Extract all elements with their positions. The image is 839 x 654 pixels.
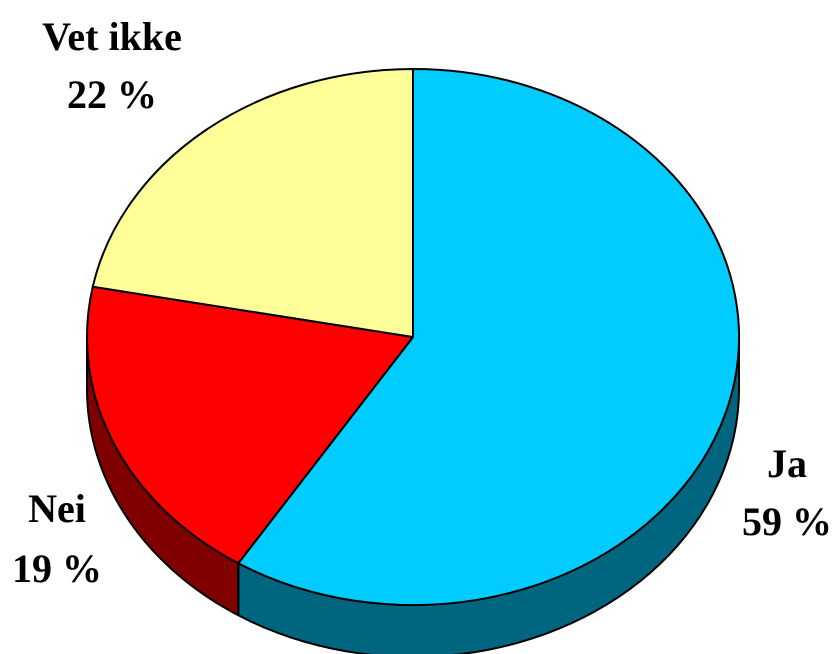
slice-ja <box>237 68 740 606</box>
labels: Ja 59 % Nei 19 % Vet ikke 22 % <box>12 14 832 591</box>
label-vet-ikke-name: Vet ikke <box>42 14 182 59</box>
label-ja-name: Ja <box>767 441 807 486</box>
label-ja-value: 59 % <box>742 499 832 544</box>
label-nei-value: 19 % <box>12 546 102 591</box>
slice-vet-ikke <box>91 68 414 338</box>
label-nei-name: Nei <box>28 486 86 531</box>
slice-nei <box>85 285 414 565</box>
slice-tops <box>85 68 740 606</box>
label-vet-ikke-value: 22 % <box>67 72 157 117</box>
